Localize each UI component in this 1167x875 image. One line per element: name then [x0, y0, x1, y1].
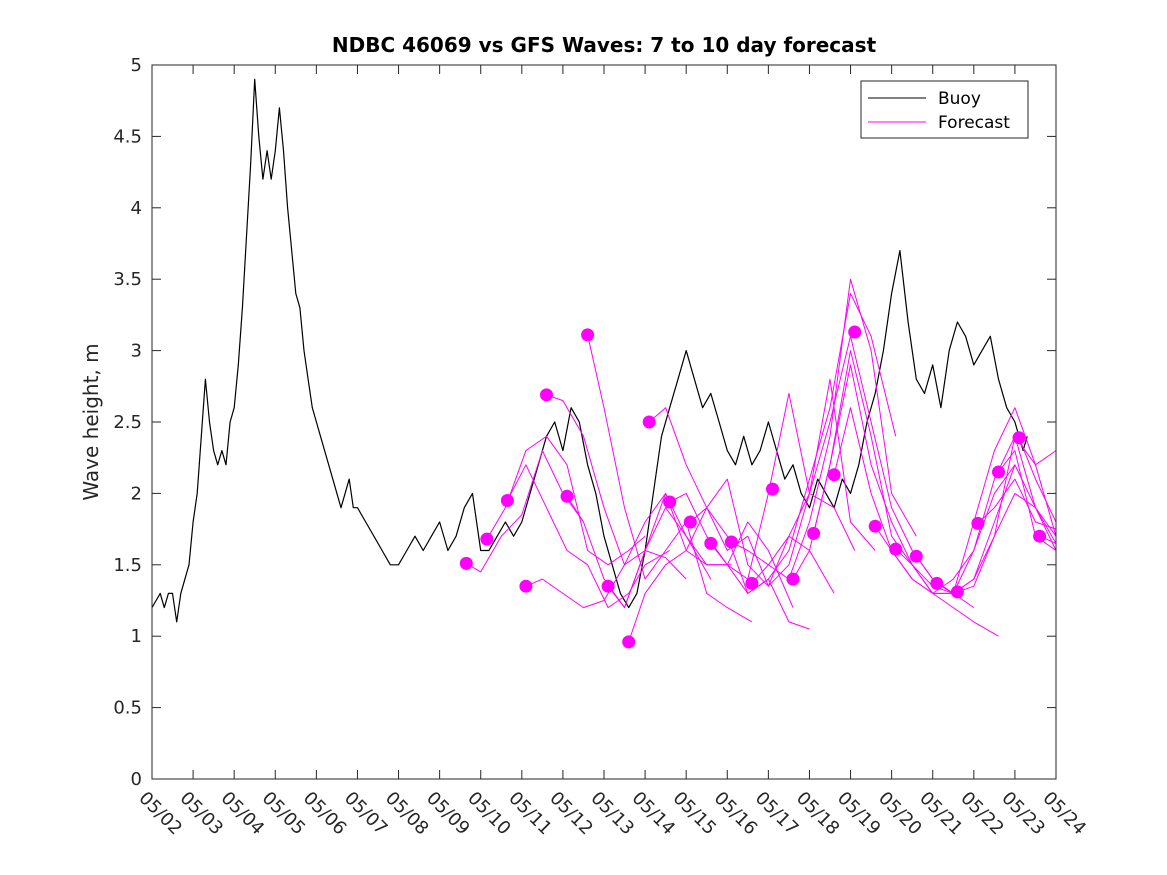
forecast-series-line: [731, 278, 917, 580]
forecast-series-line: [546, 394, 712, 580]
y-tick-label: 3.5: [113, 269, 142, 290]
axes-box: [151, 64, 1057, 780]
legend-box: [860, 80, 1029, 139]
forecast-start-marker: [500, 494, 514, 507]
forecast-start-marker: [560, 489, 574, 503]
forecast-start-marker: [868, 519, 882, 533]
y-tick-label: 1: [131, 626, 142, 647]
forecast-start-marker: [663, 495, 677, 509]
forecast-series-line: [506, 464, 670, 609]
forecast-start-marker: [950, 585, 964, 599]
forecast-series-line: [1018, 437, 1057, 523]
forecast-series-line: [648, 407, 835, 594]
y-axis-ticks: 0 0.5 1 1.5 2 2.5 3 3.5 4 4.5 5: [113, 55, 1056, 790]
forecast-start-marker: [622, 635, 636, 649]
forecast-series-line: [587, 334, 753, 623]
forecast-start-marker: [724, 535, 738, 549]
forecast-series-line: [998, 450, 1057, 551]
y-tick-label: 3: [131, 341, 142, 362]
forecast-start-marker: [766, 482, 779, 496]
forecast-start-marker: [786, 572, 800, 586]
forecast-series-line: [628, 507, 810, 643]
forecast-series-line: [525, 550, 687, 609]
forecast-start-marker: [930, 576, 944, 590]
legend-label-buoy: Buoy: [938, 89, 981, 109]
forecast-start-marker: [601, 579, 615, 593]
forecast-start-marker: [540, 388, 553, 402]
forecast-series-line: [813, 364, 999, 637]
forecast-start-marker: [1012, 431, 1026, 445]
y-tick-label: 2: [131, 483, 142, 504]
forecast-start-marker: [459, 556, 473, 570]
plot-area: [152, 65, 1056, 779]
forecast-start-marker: [745, 576, 759, 590]
forecast-start-marker: [807, 526, 821, 540]
forecast-series-line: [751, 335, 934, 584]
forecast-start-marker: [827, 468, 841, 482]
forecast-start-marker: [480, 532, 494, 546]
y-axis-label: Wave height, m: [79, 343, 103, 500]
forecast-start-marker: [1033, 529, 1047, 543]
y-tick-label: 0.5: [113, 698, 142, 719]
y-tick-label: 0: [131, 769, 142, 790]
chart-title: NDBC 46069 vs GFS Waves: 7 to 10 day for…: [332, 33, 877, 57]
legend-label-forecast: Forecast: [938, 113, 1010, 133]
y-tick-label: 5: [131, 55, 142, 76]
forecast-start-marker: [683, 515, 697, 529]
y-tick-label: 4.5: [113, 126, 142, 147]
forecast-start-marker: [992, 465, 1005, 479]
forecast-series-line: [977, 478, 1057, 530]
forecast-start-marker: [889, 542, 903, 556]
legend: Buoy Forecast: [860, 80, 1029, 139]
forecast-series-line: [895, 435, 1057, 594]
forecast-series-line: [957, 492, 1057, 593]
buoy-series-line: [151, 78, 1028, 623]
forecast-start-marker: [971, 516, 985, 530]
forecast-start-marker: [909, 549, 923, 563]
series-layer: [151, 78, 1057, 649]
y-tick-label: 4: [131, 198, 142, 219]
y-tick-label: 1.5: [113, 555, 142, 576]
forecast-start-marker: [519, 579, 533, 593]
forecast-start-marker: [581, 328, 595, 342]
forecast-start-marker: [642, 415, 656, 429]
forecast-series-line: [486, 435, 646, 566]
forecast-start-marker: [848, 325, 862, 339]
forecast-start-marker: [704, 536, 718, 550]
y-tick-label: 2.5: [113, 412, 142, 433]
